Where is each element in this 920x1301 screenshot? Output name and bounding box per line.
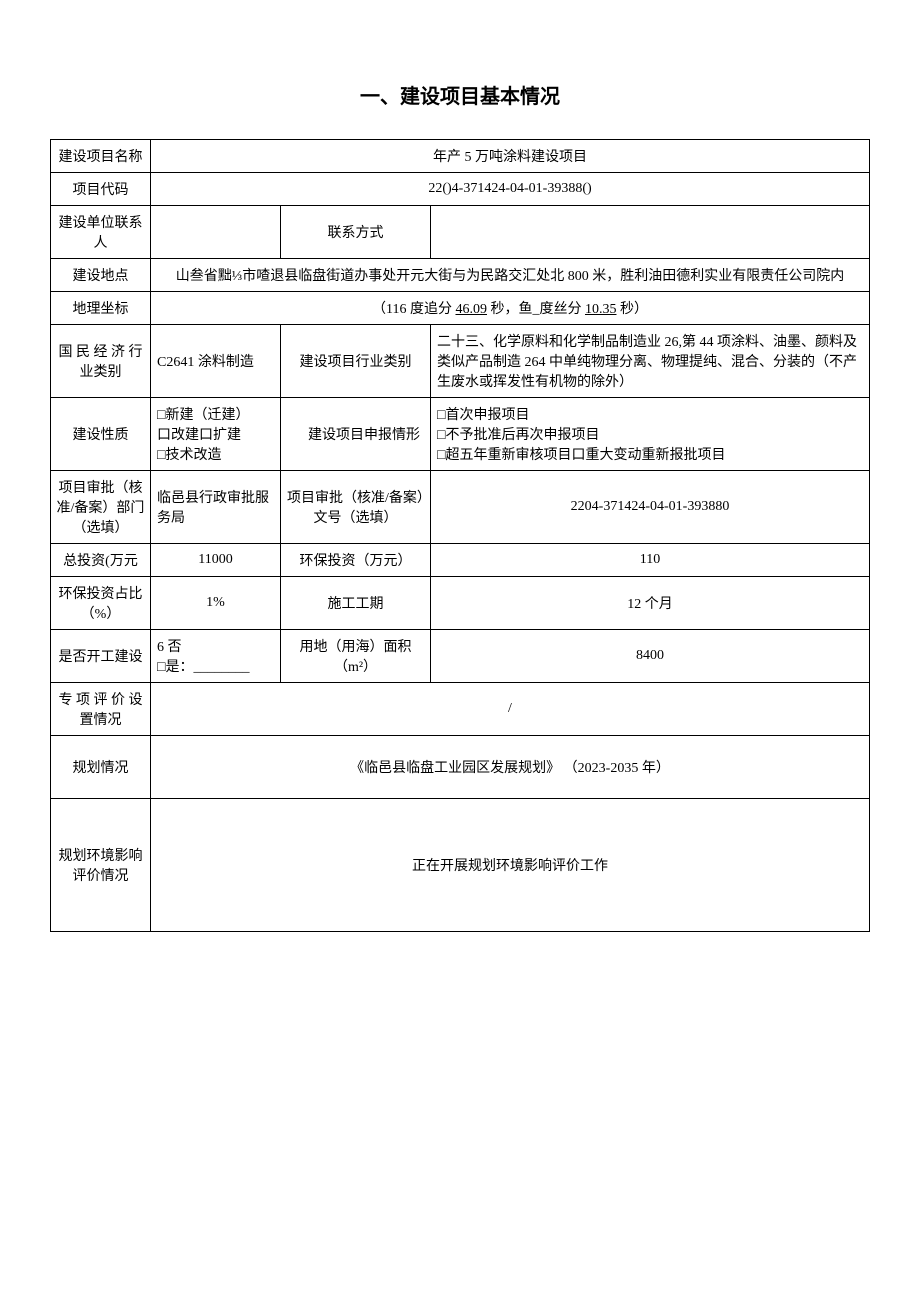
project-code-label: 项目代码 [51,173,151,206]
env-invest-label: 环保投资（万元） [281,544,431,577]
approval-no-label: 项目审批（核准/备案）文号（选填） [281,471,431,544]
table-row: 项目代码 22()4-371424-04-01-39388() [51,173,870,206]
approval-dept-label: 项目审批（核准/备案）部门（选填） [51,471,151,544]
env-ratio-label: 环保投资占比（%） [51,577,151,630]
coord-sec1: 46.09 [455,302,487,317]
table-row: 总投资(万元 11000 环保投资（万元） 110 [51,544,870,577]
plan-env-value: 正在开展规划环境影响评价工作 [151,799,870,932]
declare-value: □首次申报项目 □不予批准后再次申报项目 □超五年重新审核项目口重大变动重新报批… [431,398,870,471]
coord-value: （116 度追分 46.09 秒，鱼_度丝分 10.35 秒） [151,292,870,325]
table-row: 地理坐标 （116 度追分 46.09 秒，鱼_度丝分 10.35 秒） [51,292,870,325]
page-title: 一、建设项目基本情况 [50,80,870,109]
table-row: 规划环境影响评价情况 正在开展规划环境影响评价工作 [51,799,870,932]
nature-value: □新建（迁建） 口改建口扩建 □技术改造 [151,398,281,471]
env-invest-value: 110 [431,544,870,577]
table-row: 规划情况 《临邑县临盘工业园区发展规划》 （2023-2035 年） [51,736,870,799]
table-row: 建设地点 山叁省黜⅓市喳退县临盘街道办事处开元大街与为民路交汇处北 800 米，… [51,259,870,292]
total-invest-value: 11000 [151,544,281,577]
approval-no-value: 2204-371424-04-01-393880 [431,471,870,544]
industry-value: C2641 涂料制造 [151,325,281,398]
location-value: 山叁省黜⅓市喳退县临盘街道办事处开元大街与为民路交汇处北 800 米，胜利油田德… [151,259,870,292]
coord-prefix: （116 度追分 [372,302,455,317]
table-row: 建设项目名称 年产 5 万吨涂料建设项目 [51,140,870,173]
approval-dept-value: 临邑县行政审批服务局 [151,471,281,544]
table-row: 建设性质 □新建（迁建） 口改建口扩建 □技术改造 建设项目申报情形 □首次申报… [51,398,870,471]
started-value: 6 否 □是：________ [151,630,281,683]
table-row: 专 项 评 价 设置情况 / [51,683,870,736]
coord-suffix: 秒） [616,302,648,317]
declare-label: 建设项目申报情形 [281,398,431,471]
table-row: 项目审批（核准/备案）部门（选填） 临邑县行政审批服务局 项目审批（核准/备案）… [51,471,870,544]
started-opt1: 6 否 [157,636,276,656]
started-label: 是否开工建设 [51,630,151,683]
plan-env-label: 规划环境影响评价情况 [51,799,151,932]
table-row: 环保投资占比（%） 1% 施工工期 12 个月 [51,577,870,630]
project-name-label: 建设项目名称 [51,140,151,173]
table-row: 是否开工建设 6 否 □是：________ 用地（用海）面积（m²） 8400 [51,630,870,683]
industry-type-label: 建设项目行业类别 [281,325,431,398]
land-area-label: 用地（用海）面积（m²） [281,630,431,683]
table-row: 国 民 经 济 行业类别 C2641 涂料制造 建设项目行业类别 二十三、化学原… [51,325,870,398]
declare-opt1: □首次申报项目 [437,404,865,424]
plan-label: 规划情况 [51,736,151,799]
coord-mid: 秒，鱼_度丝分 [487,302,585,317]
construction-period-label: 施工工期 [281,577,431,630]
project-code-value: 22()4-371424-04-01-39388() [151,173,870,206]
plan-value: 《临邑县临盘工业园区发展规划》 （2023-2035 年） [151,736,870,799]
nature-opt2: 口改建口扩建 [157,424,276,444]
industry-type-value: 二十三、化学原料和化学制品制造业 26,第 44 项涂料、油墨、颜料及类似产品制… [431,325,870,398]
project-name-value: 年产 5 万吨涂料建设项目 [151,140,870,173]
declare-opt3: □超五年重新审核项目口重大变动重新报批项目 [437,444,865,464]
land-area-value: 8400 [431,630,870,683]
nature-opt3: □技术改造 [157,444,276,464]
table-row: 建设单位联系人 联系方式 [51,206,870,259]
env-ratio-value: 1% [151,577,281,630]
coord-sec2: 10.35 [585,302,617,317]
project-info-table: 建设项目名称 年产 5 万吨涂料建设项目 项目代码 22()4-371424-0… [50,139,870,932]
construction-period-value: 12 个月 [431,577,870,630]
contact-label: 建设单位联系人 [51,206,151,259]
special-eval-label: 专 项 评 价 设置情况 [51,683,151,736]
nature-opt1: □新建（迁建） [157,404,276,424]
contact-value [151,206,281,259]
location-label: 建设地点 [51,259,151,292]
total-invest-label: 总投资(万元 [51,544,151,577]
contact-method-value [431,206,870,259]
industry-label: 国 民 经 济 行业类别 [51,325,151,398]
nature-label: 建设性质 [51,398,151,471]
special-eval-value: / [151,683,870,736]
started-opt2: □是：________ [157,656,276,676]
coord-label: 地理坐标 [51,292,151,325]
declare-opt2: □不予批准后再次申报项目 [437,424,865,444]
contact-method-label: 联系方式 [281,206,431,259]
